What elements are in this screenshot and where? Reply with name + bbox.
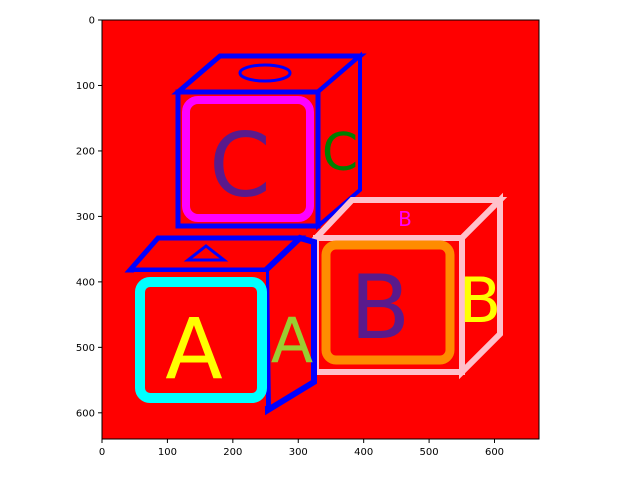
block-c-side-letter: C bbox=[322, 123, 358, 183]
block-a-front-face bbox=[134, 272, 266, 406]
block-c-front-letter: C bbox=[209, 114, 270, 217]
block-c-front-frame bbox=[182, 96, 314, 222]
x-tick-label: 300 bbox=[289, 447, 308, 458]
block-c: C C bbox=[171, 51, 367, 231]
x-tick-label: 100 bbox=[158, 447, 177, 458]
block-a-top-letter bbox=[183, 244, 229, 262]
block-b: B B B bbox=[309, 192, 508, 380]
x-tick-label: 200 bbox=[223, 447, 242, 458]
x-tick-label: 600 bbox=[485, 447, 504, 458]
x-axis: 0 100 200 300 400 500 600 bbox=[99, 439, 504, 458]
block-a-side-face bbox=[262, 234, 317, 416]
y-tick-label: 300 bbox=[76, 212, 95, 223]
block-c-top-letter bbox=[238, 63, 292, 83]
y-tick-label: 600 bbox=[76, 408, 95, 419]
y-tick-label: 400 bbox=[76, 277, 95, 288]
y-axis: 0 100 200 300 400 500 600 bbox=[76, 16, 102, 419]
block-a-front-letter: A bbox=[165, 300, 222, 398]
block-a: A A bbox=[124, 234, 317, 416]
x-tick-label: 500 bbox=[420, 447, 439, 458]
y-tick-label: 0 bbox=[89, 16, 95, 27]
image-plot: C C B B B A A bbox=[102, 20, 539, 439]
block-b-front-frame bbox=[321, 240, 455, 365]
y-tick-label: 200 bbox=[76, 146, 95, 157]
block-b-front-face bbox=[313, 235, 465, 375]
axes-frame bbox=[101, 19, 540, 440]
block-a-front-frame bbox=[135, 277, 267, 403]
y-tick-label: 500 bbox=[76, 343, 95, 354]
x-tick-label: 0 bbox=[99, 447, 105, 458]
y-tick-label: 100 bbox=[76, 81, 95, 92]
x-tick-label: 400 bbox=[354, 447, 373, 458]
block-c-front-face bbox=[175, 89, 321, 229]
block-b-top-letter: B bbox=[398, 207, 412, 231]
block-b-side-letter: B bbox=[459, 264, 502, 337]
block-a-side-letter: A bbox=[271, 304, 313, 377]
block-b-front-letter: B bbox=[350, 256, 410, 359]
